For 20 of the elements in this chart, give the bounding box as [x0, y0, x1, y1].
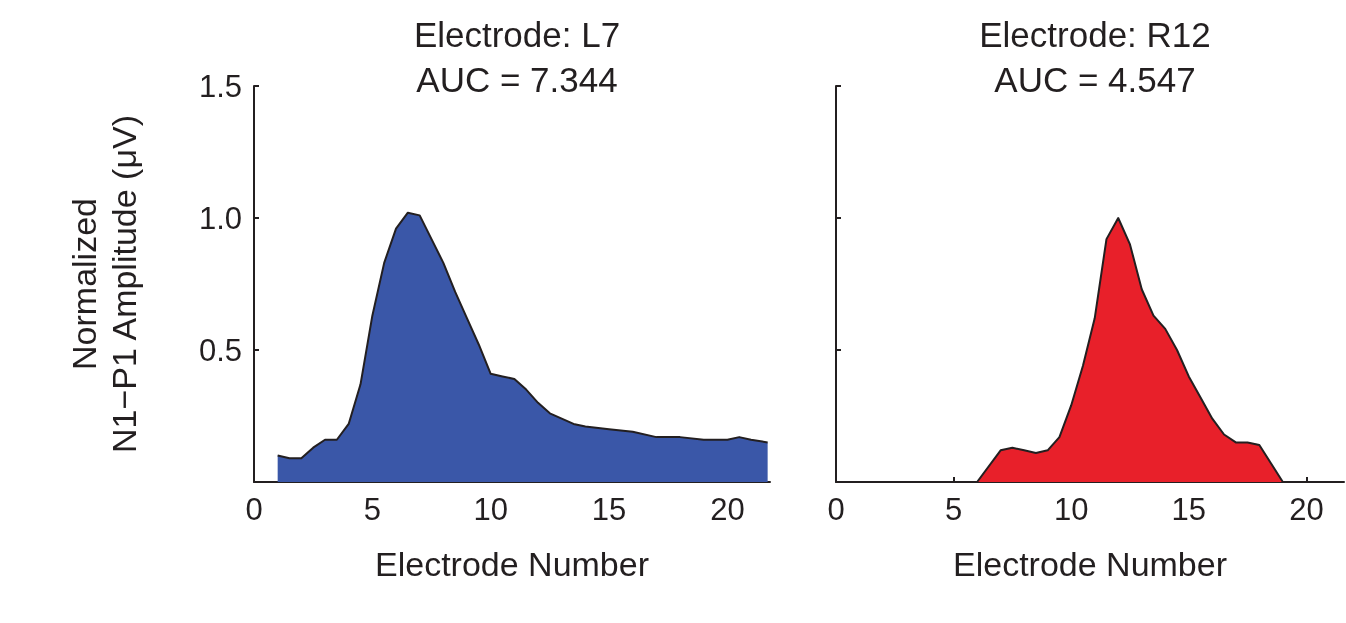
- x-tick-label: 0: [827, 492, 845, 527]
- x-axis-title: Electrode Number: [374, 545, 650, 583]
- x-axis-title: Electrode Number: [952, 545, 1228, 583]
- x-tick-label: 15: [1171, 492, 1207, 527]
- y-tick-label: 1.5: [198, 68, 242, 104]
- x-tick-label: 5: [944, 492, 963, 527]
- chart-title: Electrode: L7: [413, 15, 621, 54]
- chart-subtitle: AUC = 4.547: [994, 60, 1196, 99]
- x-tick-label: 0: [245, 492, 263, 527]
- chart-subtitle: AUC = 7.344: [416, 60, 618, 99]
- x-tick-label: 15: [591, 492, 627, 527]
- x-tick-label: 20: [1289, 492, 1324, 527]
- y-axis-title: Normalized N1−P1 Amplitude (μV): [65, 114, 143, 454]
- x-tick-label: 5: [363, 492, 381, 527]
- chart-title: Electrode: R12: [979, 15, 1211, 54]
- x-tick-label: 10: [473, 492, 508, 527]
- y-tick-label: 0.5: [198, 332, 242, 368]
- y-tick-label: 1.0: [198, 200, 242, 236]
- x-tick-label: 10: [1053, 492, 1089, 527]
- x-tick-label: 20: [710, 492, 745, 527]
